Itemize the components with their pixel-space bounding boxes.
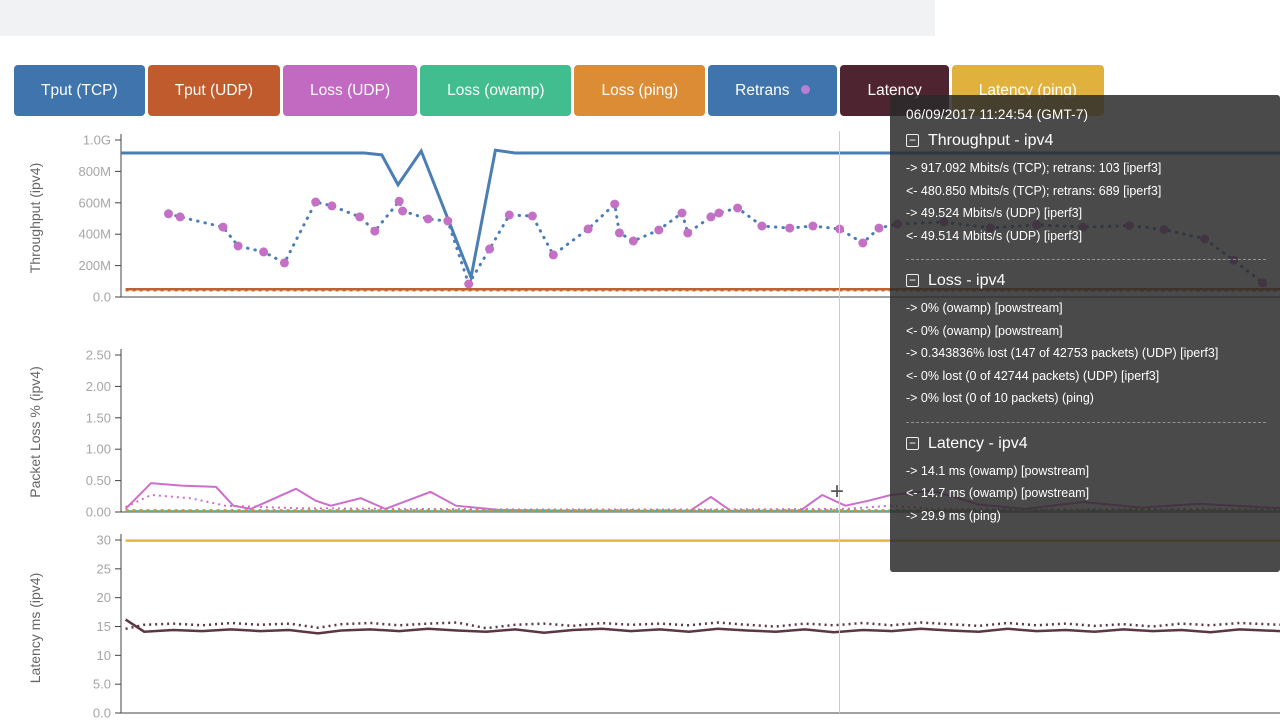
legend-button-label: Loss (owamp) (447, 82, 545, 99)
legend-button-label: Retrans (735, 82, 790, 99)
collapse-icon[interactable]: − (906, 134, 919, 147)
retrans-dot-icon (801, 85, 811, 95)
svg-text:2.50: 2.50 (86, 348, 111, 363)
tooltip-line: -> 14.1 ms (owamp) [powstream] (906, 463, 1090, 478)
svg-text:30: 30 (97, 533, 111, 548)
tooltip-line: <- 480.850 Mbits/s (TCP); retrans: 689 [… (906, 183, 1162, 198)
svg-text:20: 20 (97, 590, 111, 605)
svg-text:0.0: 0.0 (93, 290, 111, 305)
svg-text:0.50: 0.50 (86, 473, 111, 488)
tooltip-section-title[interactable]: − Throughput - ipv4 (906, 132, 1266, 150)
svg-text:1.00: 1.00 (86, 442, 111, 457)
svg-text:2.00: 2.00 (86, 379, 111, 394)
svg-text:600M: 600M (78, 195, 111, 210)
tooltip-section: − Loss - ipv4 -> 0% (owamp) [powstream] <- … (906, 272, 1266, 410)
svg-text:15: 15 (97, 619, 111, 634)
svg-text:1.50: 1.50 (86, 410, 111, 425)
legend-button-label: Latency (867, 82, 922, 99)
legend-button-loss-udp[interactable]: Loss (UDP) (283, 65, 418, 116)
tooltip-sections: − Throughput - ipv4 -> 917.092 Mbits/s (TC… (906, 132, 1266, 527)
tooltip-separator (906, 421, 1266, 423)
legend-button-tput-tcp[interactable]: Tput (TCP) (14, 65, 145, 116)
browser-top-bar (0, 0, 1280, 36)
cursor-plus-icon: + (830, 478, 845, 505)
tooltip-timestamp: 06/09/2017 11:24:54 (GMT-7) (906, 107, 1089, 122)
top-bar-white-segment (935, 0, 1280, 36)
tooltip-section-title-label: Latency - ipv4 (928, 434, 1028, 452)
legend-button-label: Loss (UDP) (310, 82, 391, 99)
tooltip-line: <- 0% lost (0 of 42744 packets) (UDP) [i… (906, 368, 1160, 383)
legend-button-label: Tput (TCP) (41, 82, 118, 99)
hover-tooltip: 06/09/2017 11:24:54 (GMT-7) − Throughput … (890, 95, 1280, 572)
tooltip-separator (906, 259, 1266, 260)
tooltip-line: <- 0% (owamp) [powstream] (906, 323, 1063, 338)
tooltip-line: <- 49.514 Mbits/s (UDP) [iperf3] (906, 228, 1083, 243)
collapse-icon[interactable]: − (906, 274, 919, 287)
legend-button-loss-ping[interactable]: Loss (ping) (574, 65, 706, 116)
tooltip-line: <- 14.7 ms (owamp) [powstream] (906, 486, 1090, 500)
crosshair-line (839, 131, 840, 713)
svg-text:0.00: 0.00 (86, 505, 111, 520)
legend-button-label: Loss (ping) (601, 82, 679, 99)
svg-text:400M: 400M (78, 227, 111, 242)
tooltip-line: -> 0.343836% lost (147 of 42753 packets)… (906, 346, 1219, 360)
legend-button-loss-owamp[interactable]: Loss (owamp) (420, 65, 572, 116)
tooltip-section: − Latency - ipv4 -> 14.1 ms (owamp) [powst… (906, 435, 1266, 528)
legend-toolbar: Tput (TCP) Tput (UDP) Loss (UDP) Loss (owam… (14, 65, 1104, 116)
svg-text:200M: 200M (78, 258, 111, 273)
collapse-icon[interactable]: − (906, 436, 919, 450)
tooltip-section-title-label: Loss - ipv4 (928, 272, 1006, 289)
svg-text:1.0G: 1.0G (83, 133, 111, 148)
legend-button-label: Latency (ping) (978, 82, 1077, 99)
tooltip-section: − Throughput - ipv4 -> 917.092 Mbits/s (TC… (906, 132, 1266, 247)
svg-text:25: 25 (97, 561, 111, 576)
legend-button-label: Tput (UDP) (174, 82, 254, 99)
tooltip-section-title[interactable]: − Latency - ipv4 (906, 435, 1266, 453)
legend-button-tput-udp[interactable]: Tput (UDP) (147, 65, 281, 116)
svg-text:5.0: 5.0 (93, 677, 111, 692)
tooltip-line: -> 49.524 Mbits/s (UDP) [iperf3] (906, 206, 1083, 220)
legend-button-retrans[interactable]: Retrans (708, 65, 838, 116)
tooltip-line: -> 917.092 Mbits/s (TCP); retrans: 103 [… (906, 161, 1162, 175)
tooltip-section-title-label: Throughput - ipv4 (928, 132, 1054, 149)
tooltip-section-title[interactable]: − Loss - ipv4 (906, 272, 1266, 290)
tooltip-line: -> 0% (owamp) [powstream] (906, 301, 1063, 315)
svg-text:800M: 800M (78, 164, 111, 179)
svg-text:0.0: 0.0 (93, 706, 111, 720)
tooltip-line: -> 0% lost (0 of 10 packets) (ping) (906, 391, 1094, 405)
svg-text:10: 10 (97, 648, 111, 663)
tooltip-line: -> 29.9 ms (ping) (906, 508, 1001, 523)
